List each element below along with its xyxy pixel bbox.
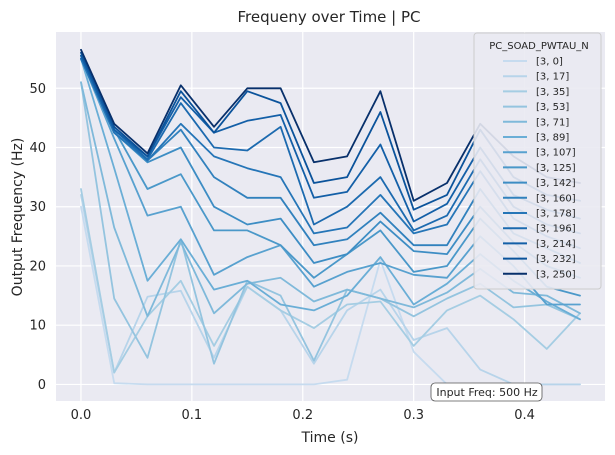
y-tick-label: 30 xyxy=(29,200,46,215)
legend-entry: [3, 53] xyxy=(503,102,569,113)
legend-entry: [3, 142] xyxy=(503,178,576,189)
legend-entries: [3, 0] [3, 17] [3, 35] [3, 53] [3, 71] [3, 89… xyxy=(503,57,576,280)
annotation-text: Input Freq: 500 Hz xyxy=(436,386,538,399)
legend-label: [3, 160] xyxy=(536,193,576,204)
legend-label: [3, 107] xyxy=(536,148,576,159)
legend-label: [3, 232] xyxy=(536,254,576,265)
legend-entry: [3, 71] xyxy=(503,117,569,128)
legend-entry: [3, 196] xyxy=(503,224,576,235)
y-axis-ticks: 0 10 20 30 40 50 xyxy=(29,82,46,393)
legend-entry: [3, 107] xyxy=(503,148,576,159)
legend-label: [3, 142] xyxy=(536,178,576,189)
y-tick-label: 0 xyxy=(38,378,46,393)
legend-entry: [3, 35] xyxy=(503,87,569,98)
legend-label: [3, 125] xyxy=(536,163,576,174)
legend-label: [3, 0] xyxy=(536,57,563,68)
legend-title: PC_SOAD_PWTAU_N xyxy=(489,41,589,52)
annotation: Input Freq: 500 Hz xyxy=(430,382,543,402)
y-tick-label: 10 xyxy=(29,319,46,334)
legend-label: [3, 214] xyxy=(536,239,576,250)
x-tick-label: 0.4 xyxy=(514,408,535,423)
x-axis-label: Time (s) xyxy=(301,430,359,446)
y-axis-label: Output Frequency (Hz) xyxy=(10,138,26,297)
x-tick-label: 0.3 xyxy=(403,408,424,423)
legend-label: [3, 250] xyxy=(536,269,576,280)
chart-title: Frequeny over Time | PC xyxy=(237,8,420,26)
legend-label: [3, 53] xyxy=(536,102,569,113)
y-tick-label: 40 xyxy=(29,141,46,156)
legend-label: [3, 196] xyxy=(536,224,576,235)
x-tick-label: 0.1 xyxy=(182,408,203,423)
annotation-box xyxy=(430,382,543,402)
legend-entry: [3, 178] xyxy=(503,209,576,220)
x-tick-label: 0.2 xyxy=(292,408,313,423)
series-line-1 xyxy=(80,193,581,386)
legend-label: [3, 35] xyxy=(536,87,569,98)
x-tick-label: 0.0 xyxy=(71,408,92,423)
y-tick-label: 20 xyxy=(29,259,46,274)
legend-label: [3, 89] xyxy=(536,133,569,144)
legend-entry: [3, 17] xyxy=(503,72,569,83)
legend-entry: [3, 250] xyxy=(503,269,576,280)
legend: PC_SOAD_PWTAU_N [3, 0][3, 17][3, 35][3, … xyxy=(473,32,602,290)
legend-label: [3, 17] xyxy=(536,72,569,83)
legend-label: [3, 178] xyxy=(536,209,576,220)
legend-label: [3, 71] xyxy=(536,117,569,128)
series-line-3 xyxy=(80,81,581,365)
legend-entry: [3, 0] xyxy=(503,57,563,68)
legend-entry: [3, 232] xyxy=(503,254,576,265)
legend-entry: [3, 214] xyxy=(503,239,576,250)
legend-entry: [3, 125] xyxy=(503,163,576,174)
legend-entry: [3, 89] xyxy=(503,133,569,144)
y-tick-label: 50 xyxy=(29,82,46,97)
legend-entry: [3, 160] xyxy=(503,193,576,204)
x-axis-ticks: 0.0 0.1 0.2 0.3 0.4 xyxy=(71,408,535,423)
legend-box xyxy=(473,32,602,290)
